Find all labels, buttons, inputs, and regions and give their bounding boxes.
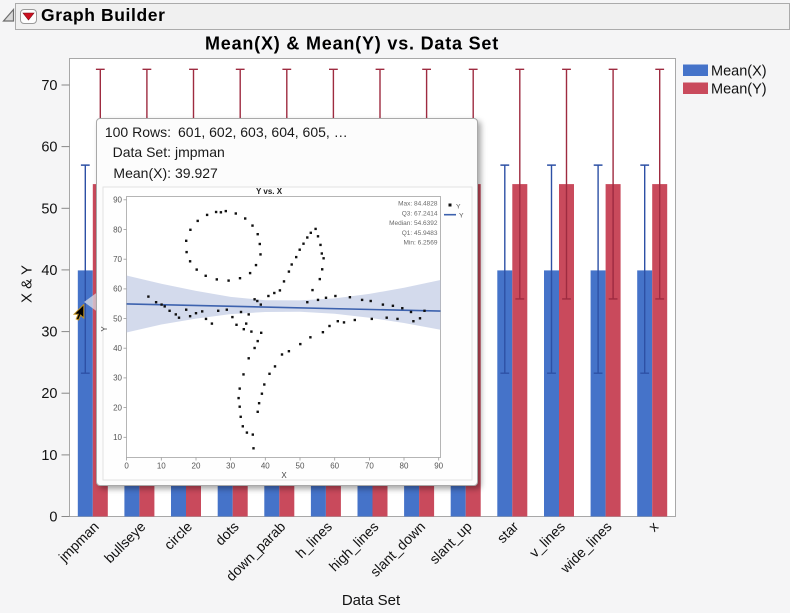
svg-text:30: 30	[226, 462, 235, 471]
svg-text:20: 20	[192, 462, 201, 471]
svg-text:slant_up: slant_up	[426, 518, 475, 567]
svg-text:Data Set: Data Set	[342, 592, 401, 609]
svg-text:50: 50	[41, 201, 57, 217]
svg-text:60: 60	[41, 140, 57, 156]
svg-text:10: 10	[113, 433, 122, 442]
svg-text:70: 70	[113, 255, 122, 264]
svg-text:20: 20	[41, 386, 57, 402]
svg-text:x: x	[645, 518, 661, 534]
svg-text:Median: 54.6392: Median: 54.6392	[389, 220, 438, 227]
svg-text:90: 90	[113, 196, 122, 205]
svg-text:50: 50	[296, 462, 305, 471]
svg-text:40: 40	[113, 344, 122, 353]
svg-text:Y: Y	[456, 204, 461, 211]
svg-text:Max: 84.4828: Max: 84.4828	[398, 201, 438, 208]
svg-text:v_lines: v_lines	[526, 518, 568, 560]
svg-text:Y vs. X: Y vs. X	[256, 187, 283, 196]
svg-text:0: 0	[49, 510, 57, 526]
svg-text:X & Y: X & Y	[19, 265, 36, 303]
svg-text:star: star	[494, 518, 522, 546]
svg-text:X: X	[281, 471, 287, 480]
svg-text:40: 40	[41, 263, 57, 279]
svg-text:70: 70	[41, 78, 57, 94]
svg-text:50: 50	[113, 314, 122, 323]
svg-text:Q3: 67.2414: Q3: 67.2414	[402, 210, 438, 217]
svg-text:30: 30	[113, 374, 122, 383]
svg-text:Mean(X) & Mean(Y) vs. Data Set: Mean(X) & Mean(Y) vs. Data Set	[205, 34, 499, 54]
svg-text:Mean(Y): Mean(Y)	[711, 82, 767, 98]
svg-text:Y: Y	[100, 326, 109, 332]
svg-text:0: 0	[124, 462, 129, 471]
svg-text:10: 10	[157, 462, 166, 471]
svg-text:90: 90	[434, 462, 443, 471]
svg-text:circle: circle	[161, 518, 196, 553]
svg-text:80: 80	[113, 225, 122, 234]
svg-text:Q1: 45.9483: Q1: 45.9483	[402, 230, 438, 237]
svg-text:40: 40	[261, 462, 270, 471]
svg-text:10: 10	[41, 448, 57, 464]
svg-text:Y: Y	[459, 213, 464, 220]
svg-text:80: 80	[400, 462, 409, 471]
svg-text:h_lines: h_lines	[292, 518, 335, 561]
svg-text:70: 70	[365, 462, 374, 471]
svg-text:dots: dots	[212, 518, 242, 548]
svg-text:bullseye: bullseye	[101, 518, 149, 566]
svg-text:60: 60	[113, 285, 122, 294]
svg-text:Mean(X): Mean(X)	[711, 64, 767, 80]
svg-text:jmpman: jmpman	[55, 518, 102, 565]
svg-text:60: 60	[330, 462, 339, 471]
svg-text:20: 20	[113, 403, 122, 412]
svg-text:30: 30	[41, 325, 57, 341]
svg-text:Min: 6.2569: Min: 6.2569	[404, 240, 438, 247]
